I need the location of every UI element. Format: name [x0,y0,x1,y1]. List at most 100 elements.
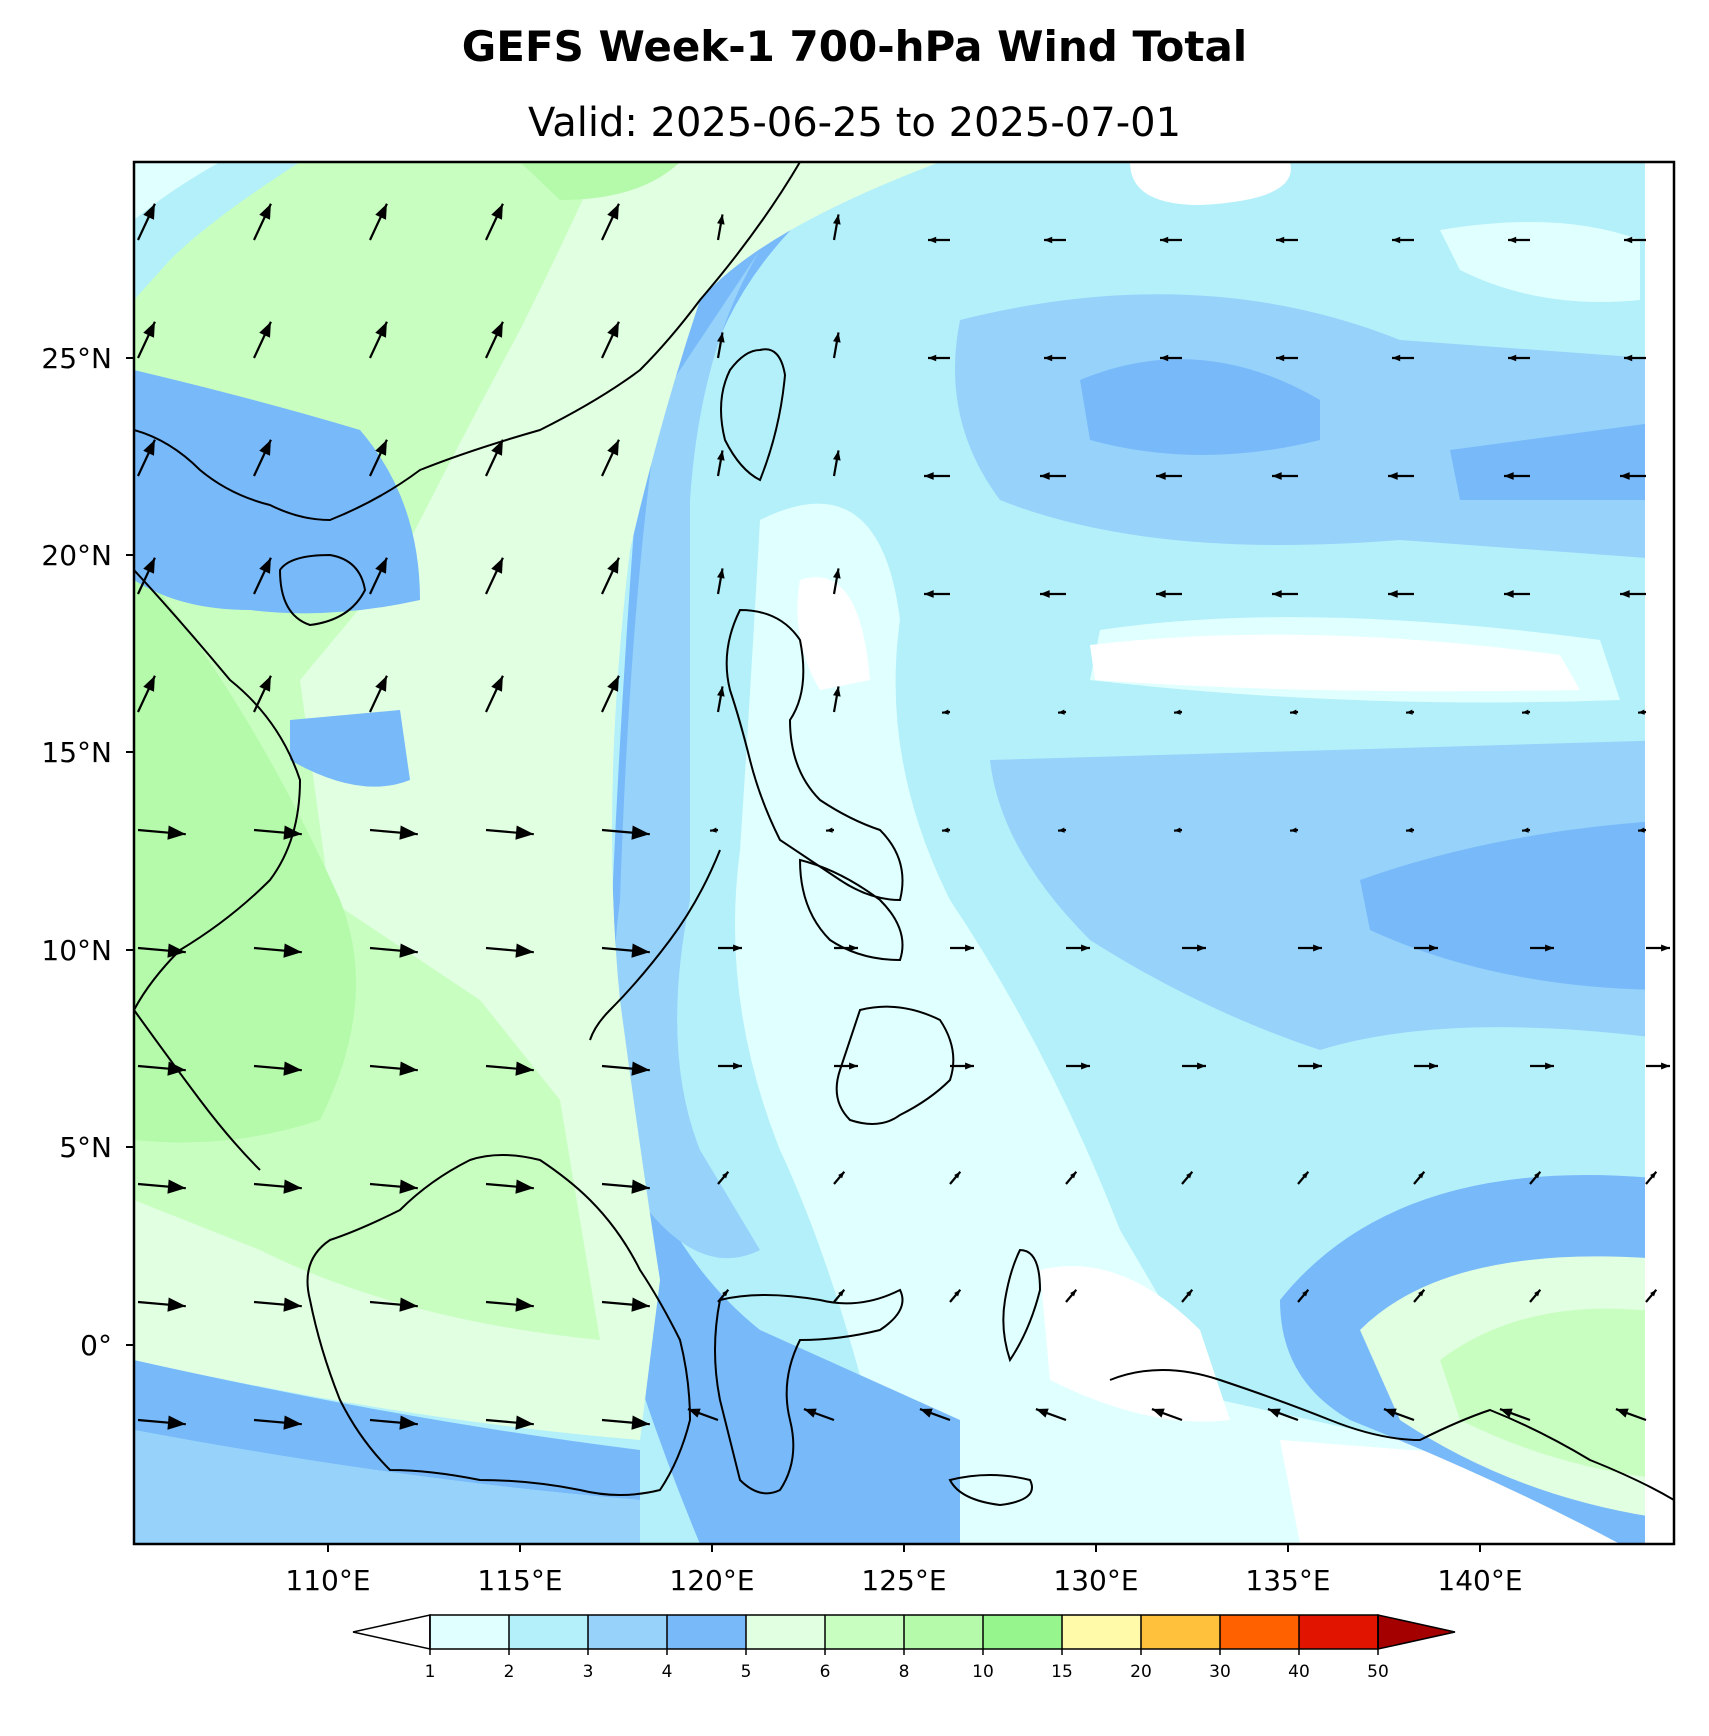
wind-arrow-head [167,1061,186,1076]
colorbar-segment [1062,1615,1141,1649]
wind-arrow-head [1638,709,1645,715]
wind-arrow-head [1044,354,1053,362]
colorbar-segment [430,1615,509,1649]
wind-arrow-head [1522,827,1529,833]
wind-arrow-head [515,825,534,840]
map-title: GEFS Week-1 700-hPa Wind Total [461,22,1248,71]
colorbar-tick-label: 1 [425,1662,436,1682]
wind-arrow-head [965,1062,974,1070]
wind-arrow-head [1388,590,1398,598]
lon-tick-label: 120°E [669,1564,754,1597]
wind-arrow-head [1058,827,1065,833]
colorbar-tick-label: 2 [504,1662,515,1682]
wind-arrow-head [1267,1408,1281,1418]
wind-arrow-head [1638,827,1645,833]
colorbar-extend-high [1377,1614,1456,1650]
wind-arrow-head [399,1179,418,1194]
wind-arrow-head [1624,236,1633,244]
wind-arrow-head [167,1415,186,1430]
lon-tick-label: 115°E [477,1564,562,1597]
wind-arrow-head [1290,709,1297,715]
wind-arrow-head [1429,944,1438,952]
wind-arrow-head [1276,236,1285,244]
lat-tick-label: 20°N [41,539,112,572]
coastline-seram [948,1474,1033,1507]
wind-arrow-head [954,1171,961,1179]
wind-arrow-head [283,1297,302,1312]
wind-arrow-head [167,943,186,958]
colorbar-segment [825,1615,904,1649]
wind-speed-field [134,162,1674,1544]
lat-tick-label: 25°N [41,342,112,375]
wind-arrow-head [1429,1062,1438,1070]
coastline-new-guinea [1109,1369,1674,1501]
colorbar-tick-label: 20 [1130,1662,1152,1682]
wind-arrow-head [143,557,155,574]
wind-arrow-head [924,472,934,480]
wind-arrow-head [1406,827,1413,833]
lon-tick-label: 130°E [1053,1564,1138,1597]
wind-arrow-head [283,1179,302,1194]
wind-arrow-head [1661,944,1670,952]
colorbar-segment [904,1615,983,1649]
wind-arrow-head [1624,354,1633,362]
wind-arrow-head [167,1179,186,1194]
wind-vectors [137,203,1670,1430]
wind-arrow-head [1156,590,1166,598]
wind-arrow-head [283,1061,302,1076]
wind-arrow-head [833,332,841,343]
wind-arrow-head [631,1179,650,1194]
wind-arrow-head [1499,1408,1513,1418]
lat-tick-label: 15°N [41,736,112,769]
wind-arrow-head [375,439,387,456]
wind-arrow-head [1661,1062,1670,1070]
wind-arrow-head [1406,709,1413,715]
wind-arrow-head [833,686,841,697]
colorbar-segment [509,1615,588,1649]
wind-arrow-head [1058,709,1065,715]
wind-arrow-head [1272,590,1282,598]
map-subtitle: Valid: 2025-06-25 to 2025-07-01 [527,100,1182,146]
colorbar: 1 2 3 4 5 6 8 10 15 20 30 40 50 [352,1614,1456,1682]
wind-arrow-head [399,1415,418,1430]
wind-arrow-head [1504,590,1514,598]
wind-arrow-head [515,1297,534,1312]
wind-arrow-head [143,321,155,338]
wind-arrow-head [515,1415,534,1430]
wind-arrow-head [733,944,742,952]
wind-arrow-head [1650,1171,1657,1179]
wind-arrow-head [1081,1062,1090,1070]
wind-arrow-head [259,675,271,692]
colorbar-tick-label: 15 [1051,1662,1073,1682]
wind-arrow-head [1504,472,1514,480]
wind-arrow-head [1151,1408,1165,1418]
coastline-palawan [589,849,721,1041]
wind-arrow-head [687,1408,701,1418]
wind-arrow-head [515,943,534,958]
colorbar-segment [1141,1615,1220,1649]
wind-arrow-head [631,943,650,958]
wind-arrow-head [399,943,418,958]
wind-arrow-head [1081,944,1090,952]
wind-arrow-head [803,1408,817,1418]
wind-arrow-head [924,590,934,598]
wind-arrow-head [710,827,717,833]
wind-arrow-head [399,1061,418,1076]
wind-arrow-head [838,1171,845,1179]
coastline-taiwan [720,348,787,482]
wind-arrow-head [1508,236,1517,244]
wind-arrow-head [954,1289,961,1297]
colorbar-tick-label: 3 [583,1662,594,1682]
wind-arrow-head [1388,472,1398,480]
colorbar-segment [1220,1615,1299,1649]
wind-arrow-head [1392,354,1401,362]
lon-tick-label: 135°E [1245,1564,1330,1597]
wind-arrow-head [826,827,833,833]
wind-arrow-head [1070,1289,1077,1297]
lon-axis: 110°E 115°E 120°E 125°E 130°E 135°E 140°… [285,1544,1523,1597]
wind-arrow-head [283,825,302,840]
colorbar-tick-label: 8 [899,1662,910,1682]
lat-axis: 25°N 20°N 15°N 10°N 5°N 0° [41,342,134,1362]
wind-arrow-head [259,321,271,338]
